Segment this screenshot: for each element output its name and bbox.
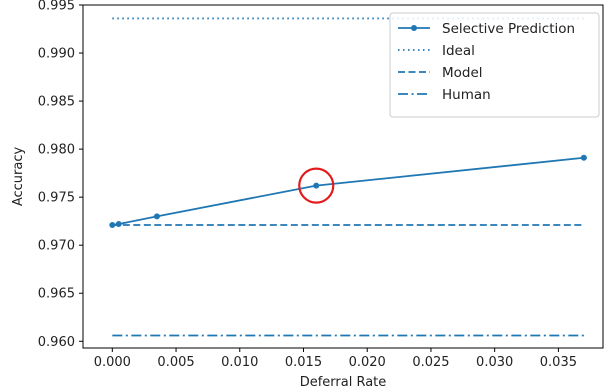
- axes-frame: [82, 4, 604, 349]
- axes: 0.000 0.005 0.010 0.015 0.020 0.025 0.030 0.035…: [38, 0, 604, 370]
- y-tick-label: 0.980: [38, 143, 75, 158]
- y-tick-label: 0.975: [38, 191, 75, 206]
- series-line-selective-prediction: [112, 156, 584, 226]
- x-tick-label: 0.005: [157, 355, 194, 370]
- y-tick-label: 0.995: [38, 0, 75, 14]
- y-tick-label: 0.965: [38, 287, 75, 302]
- y-tick-label: 0.970: [38, 239, 75, 254]
- highlight-circle: [298, 167, 335, 204]
- x-axis-label: Deferral Rate: [300, 375, 387, 390]
- legend-label: Model: [442, 65, 483, 81]
- y-tick-label: 0.960: [38, 335, 75, 350]
- x-tick-label: 0.000: [94, 355, 131, 370]
- y-tick-label: 0.990: [38, 47, 75, 62]
- legend-label: Ideal: [442, 43, 475, 59]
- x-tick-label: 0.025: [412, 355, 449, 370]
- y-axis-label: Accuracy: [11, 147, 26, 207]
- x-tick-label: 0.010: [221, 355, 258, 370]
- y-tick-label: 0.985: [38, 95, 75, 110]
- data-point: [313, 182, 320, 189]
- data-point: [153, 213, 160, 220]
- plot-area: [109, 17, 587, 337]
- legend-box: [389, 12, 600, 118]
- data-point: [115, 221, 122, 228]
- x-tick-label: 0.015: [285, 355, 322, 370]
- legend-label: Selective Prediction: [442, 21, 575, 37]
- x-tick-label: 0.020: [349, 355, 386, 370]
- legend-label: Human: [442, 87, 491, 103]
- data-point: [580, 154, 587, 161]
- x-tick-label: 0.030: [476, 355, 513, 370]
- legend: Selective Prediction Ideal Model Human: [389, 12, 600, 118]
- legend-marker: [411, 25, 417, 31]
- x-tick-label: 0.035: [540, 355, 577, 370]
